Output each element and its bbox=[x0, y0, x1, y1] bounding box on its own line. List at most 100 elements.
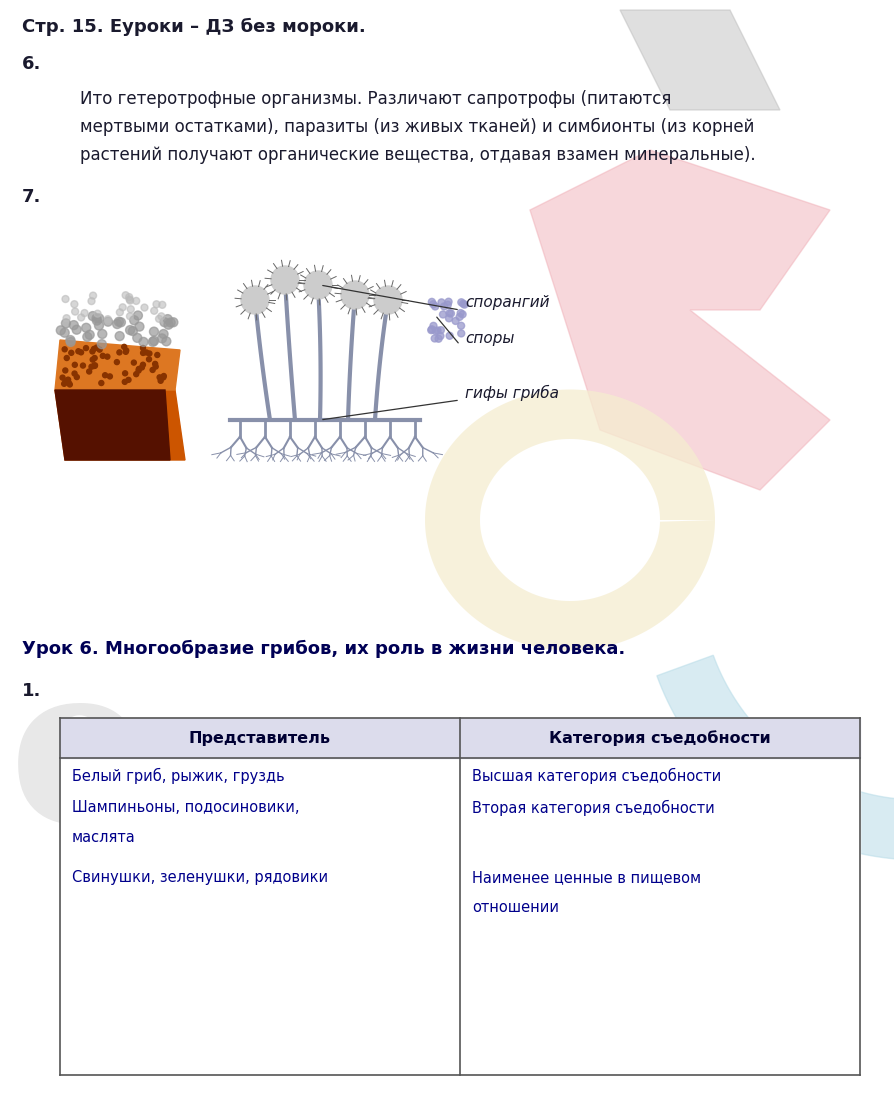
Circle shape bbox=[79, 350, 84, 355]
Circle shape bbox=[136, 368, 141, 373]
Circle shape bbox=[432, 303, 439, 310]
Circle shape bbox=[434, 327, 441, 334]
Circle shape bbox=[122, 371, 128, 376]
Polygon shape bbox=[530, 150, 830, 490]
Circle shape bbox=[160, 317, 169, 327]
Circle shape bbox=[91, 363, 97, 369]
Circle shape bbox=[56, 326, 65, 335]
Circle shape bbox=[91, 346, 97, 351]
Circle shape bbox=[441, 303, 448, 310]
Circle shape bbox=[156, 315, 163, 323]
Circle shape bbox=[89, 292, 97, 299]
Polygon shape bbox=[60, 718, 860, 758]
Text: Ито гетеротрофные организмы. Различают сапротрофы (питаются: Ито гетеротрофные организмы. Различают с… bbox=[80, 90, 671, 108]
Circle shape bbox=[271, 266, 299, 294]
Circle shape bbox=[428, 299, 435, 305]
Circle shape bbox=[78, 314, 85, 321]
Circle shape bbox=[66, 336, 75, 345]
Circle shape bbox=[140, 350, 146, 356]
Circle shape bbox=[123, 349, 129, 355]
Text: Стр. 15. Еуроки – ДЗ без мороки.: Стр. 15. Еуроки – ДЗ без мороки. bbox=[22, 18, 366, 36]
Circle shape bbox=[66, 380, 72, 385]
Circle shape bbox=[135, 322, 144, 332]
Circle shape bbox=[153, 365, 158, 369]
Circle shape bbox=[155, 352, 160, 358]
Circle shape bbox=[67, 382, 72, 386]
Circle shape bbox=[105, 315, 112, 323]
Circle shape bbox=[461, 301, 468, 309]
Circle shape bbox=[92, 316, 101, 325]
Circle shape bbox=[126, 378, 131, 382]
Circle shape bbox=[100, 354, 105, 358]
Text: 1.: 1. bbox=[22, 682, 41, 701]
Circle shape bbox=[63, 347, 67, 351]
Circle shape bbox=[72, 371, 77, 376]
Circle shape bbox=[161, 373, 166, 379]
Circle shape bbox=[81, 323, 90, 333]
Circle shape bbox=[117, 350, 122, 355]
Circle shape bbox=[92, 363, 97, 368]
Circle shape bbox=[74, 374, 80, 380]
Circle shape bbox=[122, 345, 127, 349]
Circle shape bbox=[63, 368, 68, 373]
Text: растений получают органические вещества, отдавая взамен минеральные).: растений получают органические вещества,… bbox=[80, 146, 755, 164]
Text: Урок 6. Многообразие грибов, их роль в жизни человека.: Урок 6. Многообразие грибов, их роль в ж… bbox=[22, 640, 625, 658]
PathPatch shape bbox=[425, 390, 715, 650]
Circle shape bbox=[133, 334, 142, 343]
Circle shape bbox=[80, 363, 86, 368]
Circle shape bbox=[113, 320, 122, 328]
Circle shape bbox=[147, 351, 152, 356]
Circle shape bbox=[460, 311, 466, 317]
Circle shape bbox=[60, 376, 65, 380]
Circle shape bbox=[139, 365, 145, 370]
Circle shape bbox=[85, 330, 94, 339]
Text: е: е bbox=[9, 652, 151, 869]
Circle shape bbox=[114, 317, 123, 326]
Circle shape bbox=[89, 312, 97, 321]
Circle shape bbox=[140, 362, 146, 367]
Circle shape bbox=[458, 299, 465, 305]
Circle shape bbox=[127, 305, 134, 313]
Text: Наименее ценные в пищевом: Наименее ценные в пищевом bbox=[472, 870, 701, 885]
Circle shape bbox=[139, 337, 148, 346]
Circle shape bbox=[144, 350, 149, 355]
Circle shape bbox=[99, 381, 104, 385]
Circle shape bbox=[458, 329, 465, 337]
Circle shape bbox=[92, 314, 101, 323]
Circle shape bbox=[83, 333, 92, 341]
Circle shape bbox=[137, 367, 141, 371]
Circle shape bbox=[169, 317, 178, 327]
Polygon shape bbox=[620, 10, 780, 110]
Circle shape bbox=[150, 368, 156, 372]
Circle shape bbox=[72, 309, 79, 315]
Circle shape bbox=[241, 285, 269, 314]
Circle shape bbox=[92, 356, 97, 360]
Text: Свинушки, зеленушки, рядовики: Свинушки, зеленушки, рядовики bbox=[72, 870, 328, 885]
Circle shape bbox=[81, 310, 88, 316]
Circle shape bbox=[89, 365, 94, 369]
Circle shape bbox=[161, 374, 166, 380]
Circle shape bbox=[162, 337, 171, 346]
Text: мертвыми остатками), паразиты (из живых тканей) и симбионты (из корней: мертвыми остатками), паразиты (из живых … bbox=[80, 117, 755, 136]
Circle shape bbox=[72, 362, 77, 368]
Circle shape bbox=[60, 328, 69, 337]
Polygon shape bbox=[55, 340, 180, 390]
Circle shape bbox=[69, 350, 74, 356]
Circle shape bbox=[433, 327, 439, 335]
Circle shape bbox=[63, 379, 68, 384]
Circle shape bbox=[64, 356, 69, 360]
Circle shape bbox=[95, 321, 104, 330]
Circle shape bbox=[446, 310, 453, 316]
Circle shape bbox=[166, 318, 175, 327]
Circle shape bbox=[97, 347, 102, 352]
Circle shape bbox=[132, 298, 139, 304]
Circle shape bbox=[164, 321, 173, 329]
Circle shape bbox=[103, 372, 107, 378]
Circle shape bbox=[104, 317, 113, 326]
Polygon shape bbox=[55, 390, 170, 460]
Text: Высшая категория съедобности: Высшая категория съедобности bbox=[472, 768, 721, 784]
Circle shape bbox=[141, 304, 148, 311]
Circle shape bbox=[159, 301, 165, 309]
Circle shape bbox=[129, 326, 138, 336]
Circle shape bbox=[71, 301, 78, 307]
